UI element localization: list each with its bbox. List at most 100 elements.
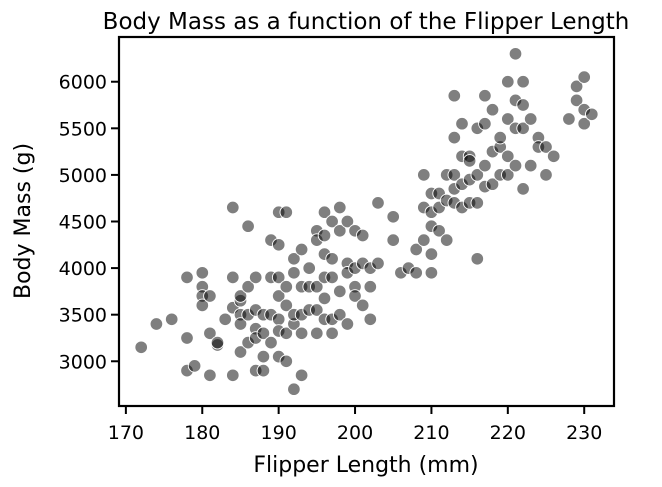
data-point [508,158,523,173]
data-point [577,70,591,84]
data-point [539,168,553,182]
data-point [516,182,530,196]
data-point [233,345,248,359]
data-point [516,74,530,89]
data-point [279,326,294,341]
data-point [256,349,271,364]
data-point [470,196,485,210]
data-point [325,270,339,285]
x-tick-label: 200 [337,422,373,444]
data-point [539,140,553,154]
x-tick-label: 190 [261,422,297,444]
data-point [134,340,148,355]
data-point [470,252,485,266]
data-point [294,368,309,383]
data-point [226,200,240,215]
x-tick-label: 210 [413,422,449,444]
data-point [187,359,202,373]
data-point [256,363,271,378]
data-point [325,252,339,266]
data-point [287,252,301,266]
data-point [241,219,255,233]
data-point [317,228,332,243]
data-point [317,205,332,219]
data-point [386,233,400,247]
data-point [417,168,431,182]
data-point [218,312,232,327]
data-point [180,331,194,345]
data-point [325,326,339,341]
y-tick-label: 5500 [59,118,107,140]
data-point [470,168,485,182]
data-point [371,196,385,210]
x-axis-label: Flipper Length (mm) [253,453,478,478]
data-point [424,247,439,261]
data-point [363,279,378,294]
x-tick-label: 170 [108,422,144,444]
data-point [424,266,439,280]
data-point [462,154,477,168]
chart-title: Body Mass as a function of the Flipper L… [103,9,630,35]
data-point [501,74,515,89]
data-point [310,303,324,317]
data-point [256,326,271,341]
data-point [203,368,217,383]
data-point [233,317,248,331]
data-point [317,291,332,306]
y-tick-label: 4000 [59,258,107,280]
data-point [203,326,217,341]
data-point [195,266,210,280]
data-point [355,228,370,243]
data-point [455,116,469,131]
data-point [180,270,194,285]
x-axis: 170 180 190 200 210 220 230 [108,406,602,444]
y-axis-label: Body Mass (g) [11,143,36,299]
data-point [569,79,584,94]
plot-frame [117,35,616,408]
y-tick-label: 3000 [59,351,107,373]
y-tick-label: 5000 [59,165,107,187]
data-point [478,116,492,131]
data-point [409,242,423,257]
data-point [340,214,355,229]
data-point [485,177,500,191]
data-point [149,317,164,331]
data-point [310,326,324,341]
data-point [340,317,355,331]
data-point [363,312,378,327]
data-point [287,266,301,280]
data-point [164,312,179,327]
data-point [577,116,591,131]
data-point [279,298,294,313]
data-point [279,279,294,294]
data-point [294,326,309,341]
data-point [248,270,263,285]
data-point [333,284,347,299]
data-point [355,298,370,313]
data-point [226,368,240,383]
data-point [485,102,500,117]
data-points [134,47,599,396]
data-point [478,158,492,173]
data-point [348,289,362,303]
data-point [271,238,286,252]
data-point [409,266,423,280]
data-point [325,214,339,229]
data-point [546,149,561,164]
x-tick-label: 180 [184,422,220,444]
data-point [447,130,462,145]
y-tick-label: 6000 [59,72,107,94]
data-point [210,335,225,350]
data-point [523,112,538,126]
data-point [279,354,294,369]
data-point [371,256,385,271]
data-point [333,307,347,322]
data-point [333,224,347,238]
data-point [241,279,255,294]
data-point [439,233,454,247]
data-point [447,168,462,182]
data-point [271,270,286,285]
data-point [516,98,530,112]
data-point [333,200,347,215]
data-point [195,298,210,313]
